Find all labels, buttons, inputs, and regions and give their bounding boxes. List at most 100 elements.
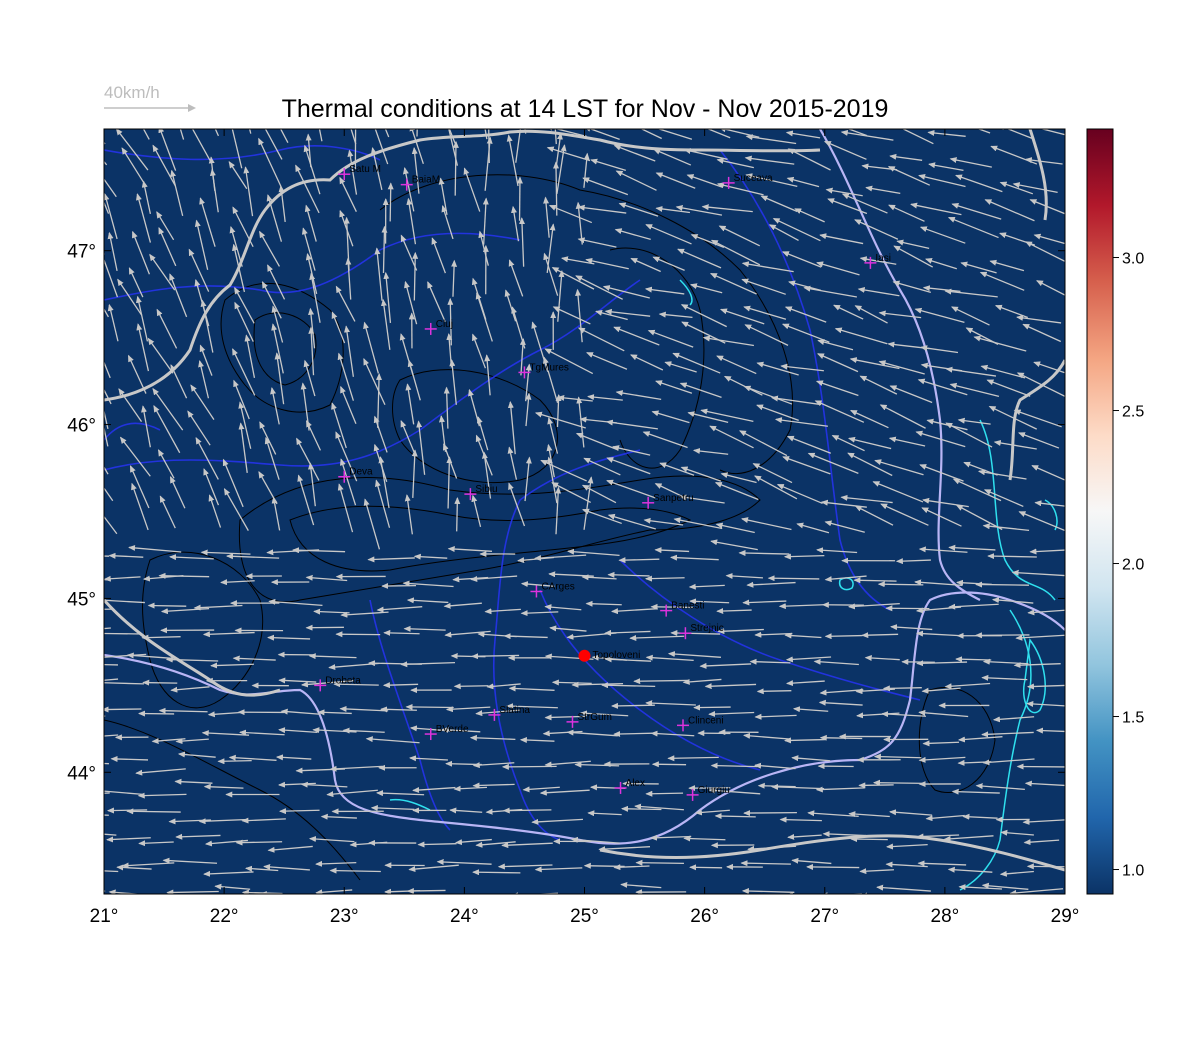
wind-arrow xyxy=(785,656,832,663)
river-olt xyxy=(492,449,641,841)
wind-arrow xyxy=(337,352,355,401)
wind-arrow xyxy=(1013,662,1061,669)
wind-arrow xyxy=(400,420,416,454)
wind-arrow xyxy=(686,174,723,188)
wind-arrow xyxy=(187,410,211,446)
wind-arrow xyxy=(645,700,696,707)
wind-arrow xyxy=(546,456,558,504)
contour-transylvania xyxy=(392,369,558,484)
wind-arrow xyxy=(554,129,557,145)
station-label: Strejnic xyxy=(690,623,723,634)
wind-arrow xyxy=(922,285,961,292)
wind-arrow xyxy=(796,522,830,534)
wind-arrow xyxy=(132,230,151,275)
wind-arrow xyxy=(655,172,696,189)
wind-arrow xyxy=(501,842,553,849)
wind-arrow xyxy=(741,517,792,531)
wind-arrow xyxy=(615,390,662,401)
wind-arrow xyxy=(874,459,924,476)
wind-arrow xyxy=(993,440,1037,450)
wind-arrow xyxy=(888,436,926,447)
wind-arrow xyxy=(547,417,559,454)
wind-arrow xyxy=(317,709,352,716)
wind-arrow xyxy=(159,495,176,529)
station-marker: Giurgiu xyxy=(686,785,730,801)
wind-arrow xyxy=(849,357,900,370)
wind-arrow xyxy=(948,603,999,610)
wind-arrow xyxy=(210,662,254,669)
wind-arrow xyxy=(383,629,420,636)
wind-arrow xyxy=(1024,157,1063,165)
wind-arrow xyxy=(268,598,323,607)
wind-arrow xyxy=(106,807,148,814)
wind-arrow xyxy=(947,216,999,239)
wind-arrow xyxy=(104,870,119,873)
wind-arrow xyxy=(378,456,390,509)
wind-arrow xyxy=(701,204,753,213)
wind-arrow xyxy=(824,633,863,640)
wind-arrow xyxy=(595,310,628,321)
wind-arrow xyxy=(680,304,727,328)
wind-arrow xyxy=(785,680,825,687)
wind-arrow xyxy=(275,754,312,761)
wind-arrow xyxy=(199,344,213,376)
wind-arrow xyxy=(484,608,521,615)
station-marker: Iasi xyxy=(864,253,891,269)
wind-arrow xyxy=(436,858,492,865)
wind-arrow xyxy=(119,436,151,477)
wind-arrow xyxy=(577,204,627,214)
wind-arrow xyxy=(960,261,997,274)
highlight-station-dot xyxy=(578,649,591,662)
wind-arrow xyxy=(305,574,348,582)
lake-danube-small xyxy=(389,798,431,811)
wind-arrow xyxy=(890,624,933,631)
wind-arrow xyxy=(370,804,415,811)
wind-arrow xyxy=(928,162,964,171)
wind-arrow xyxy=(381,225,388,274)
wind-arrow xyxy=(888,204,925,222)
wind-arrow xyxy=(198,360,210,399)
wind-arrow xyxy=(827,198,868,215)
wind-arrow xyxy=(153,405,181,454)
wind-arrow xyxy=(188,248,210,292)
colorbar-tick-label: 2.5 xyxy=(1122,404,1144,421)
wind-arrow xyxy=(784,632,822,639)
wind-arrow xyxy=(745,173,798,188)
wind-arrow xyxy=(542,730,583,737)
wind-arrow xyxy=(104,608,114,610)
wind-arrow xyxy=(486,683,521,690)
wind-arrow xyxy=(921,687,961,694)
wind-arrow xyxy=(546,146,591,162)
wind-arrow xyxy=(943,835,994,842)
wind-arrow xyxy=(991,597,1034,604)
wind-arrow xyxy=(987,553,1037,560)
wind-arrow xyxy=(278,781,316,788)
wind-arrow xyxy=(232,206,254,248)
wind-arrow xyxy=(613,144,656,162)
wind-arrow xyxy=(441,204,454,240)
wind-arrow xyxy=(472,869,521,876)
wind-arrow xyxy=(412,251,419,301)
wind-arrow xyxy=(878,360,925,375)
wind-arrow xyxy=(202,631,255,638)
wind-arrow xyxy=(949,157,992,168)
wind-arrow xyxy=(743,732,791,740)
wind-arrow xyxy=(104,599,145,604)
wind-arrow xyxy=(1027,609,1065,616)
wind-arrow xyxy=(848,811,890,818)
contour-southern-inner xyxy=(289,505,692,572)
wind-arrow xyxy=(655,205,691,214)
lake-bicaz xyxy=(679,279,693,306)
wind-arrow xyxy=(471,653,520,660)
wind-arrow xyxy=(278,808,320,815)
wind-arrow xyxy=(305,419,322,451)
wind-arrow xyxy=(756,404,799,421)
river-siret xyxy=(719,149,891,611)
map-axes: 21° 22° 23° 24° 25° 26° 27° 28° 29° 44° 45° 46° 47° xyxy=(67,129,1079,927)
wind-arrow xyxy=(261,281,282,319)
wind-arrow xyxy=(104,178,117,198)
wind-arrow xyxy=(522,786,560,793)
wind-arrow xyxy=(859,256,897,265)
wind-arrow xyxy=(296,437,320,481)
wind-arrow xyxy=(127,354,147,394)
